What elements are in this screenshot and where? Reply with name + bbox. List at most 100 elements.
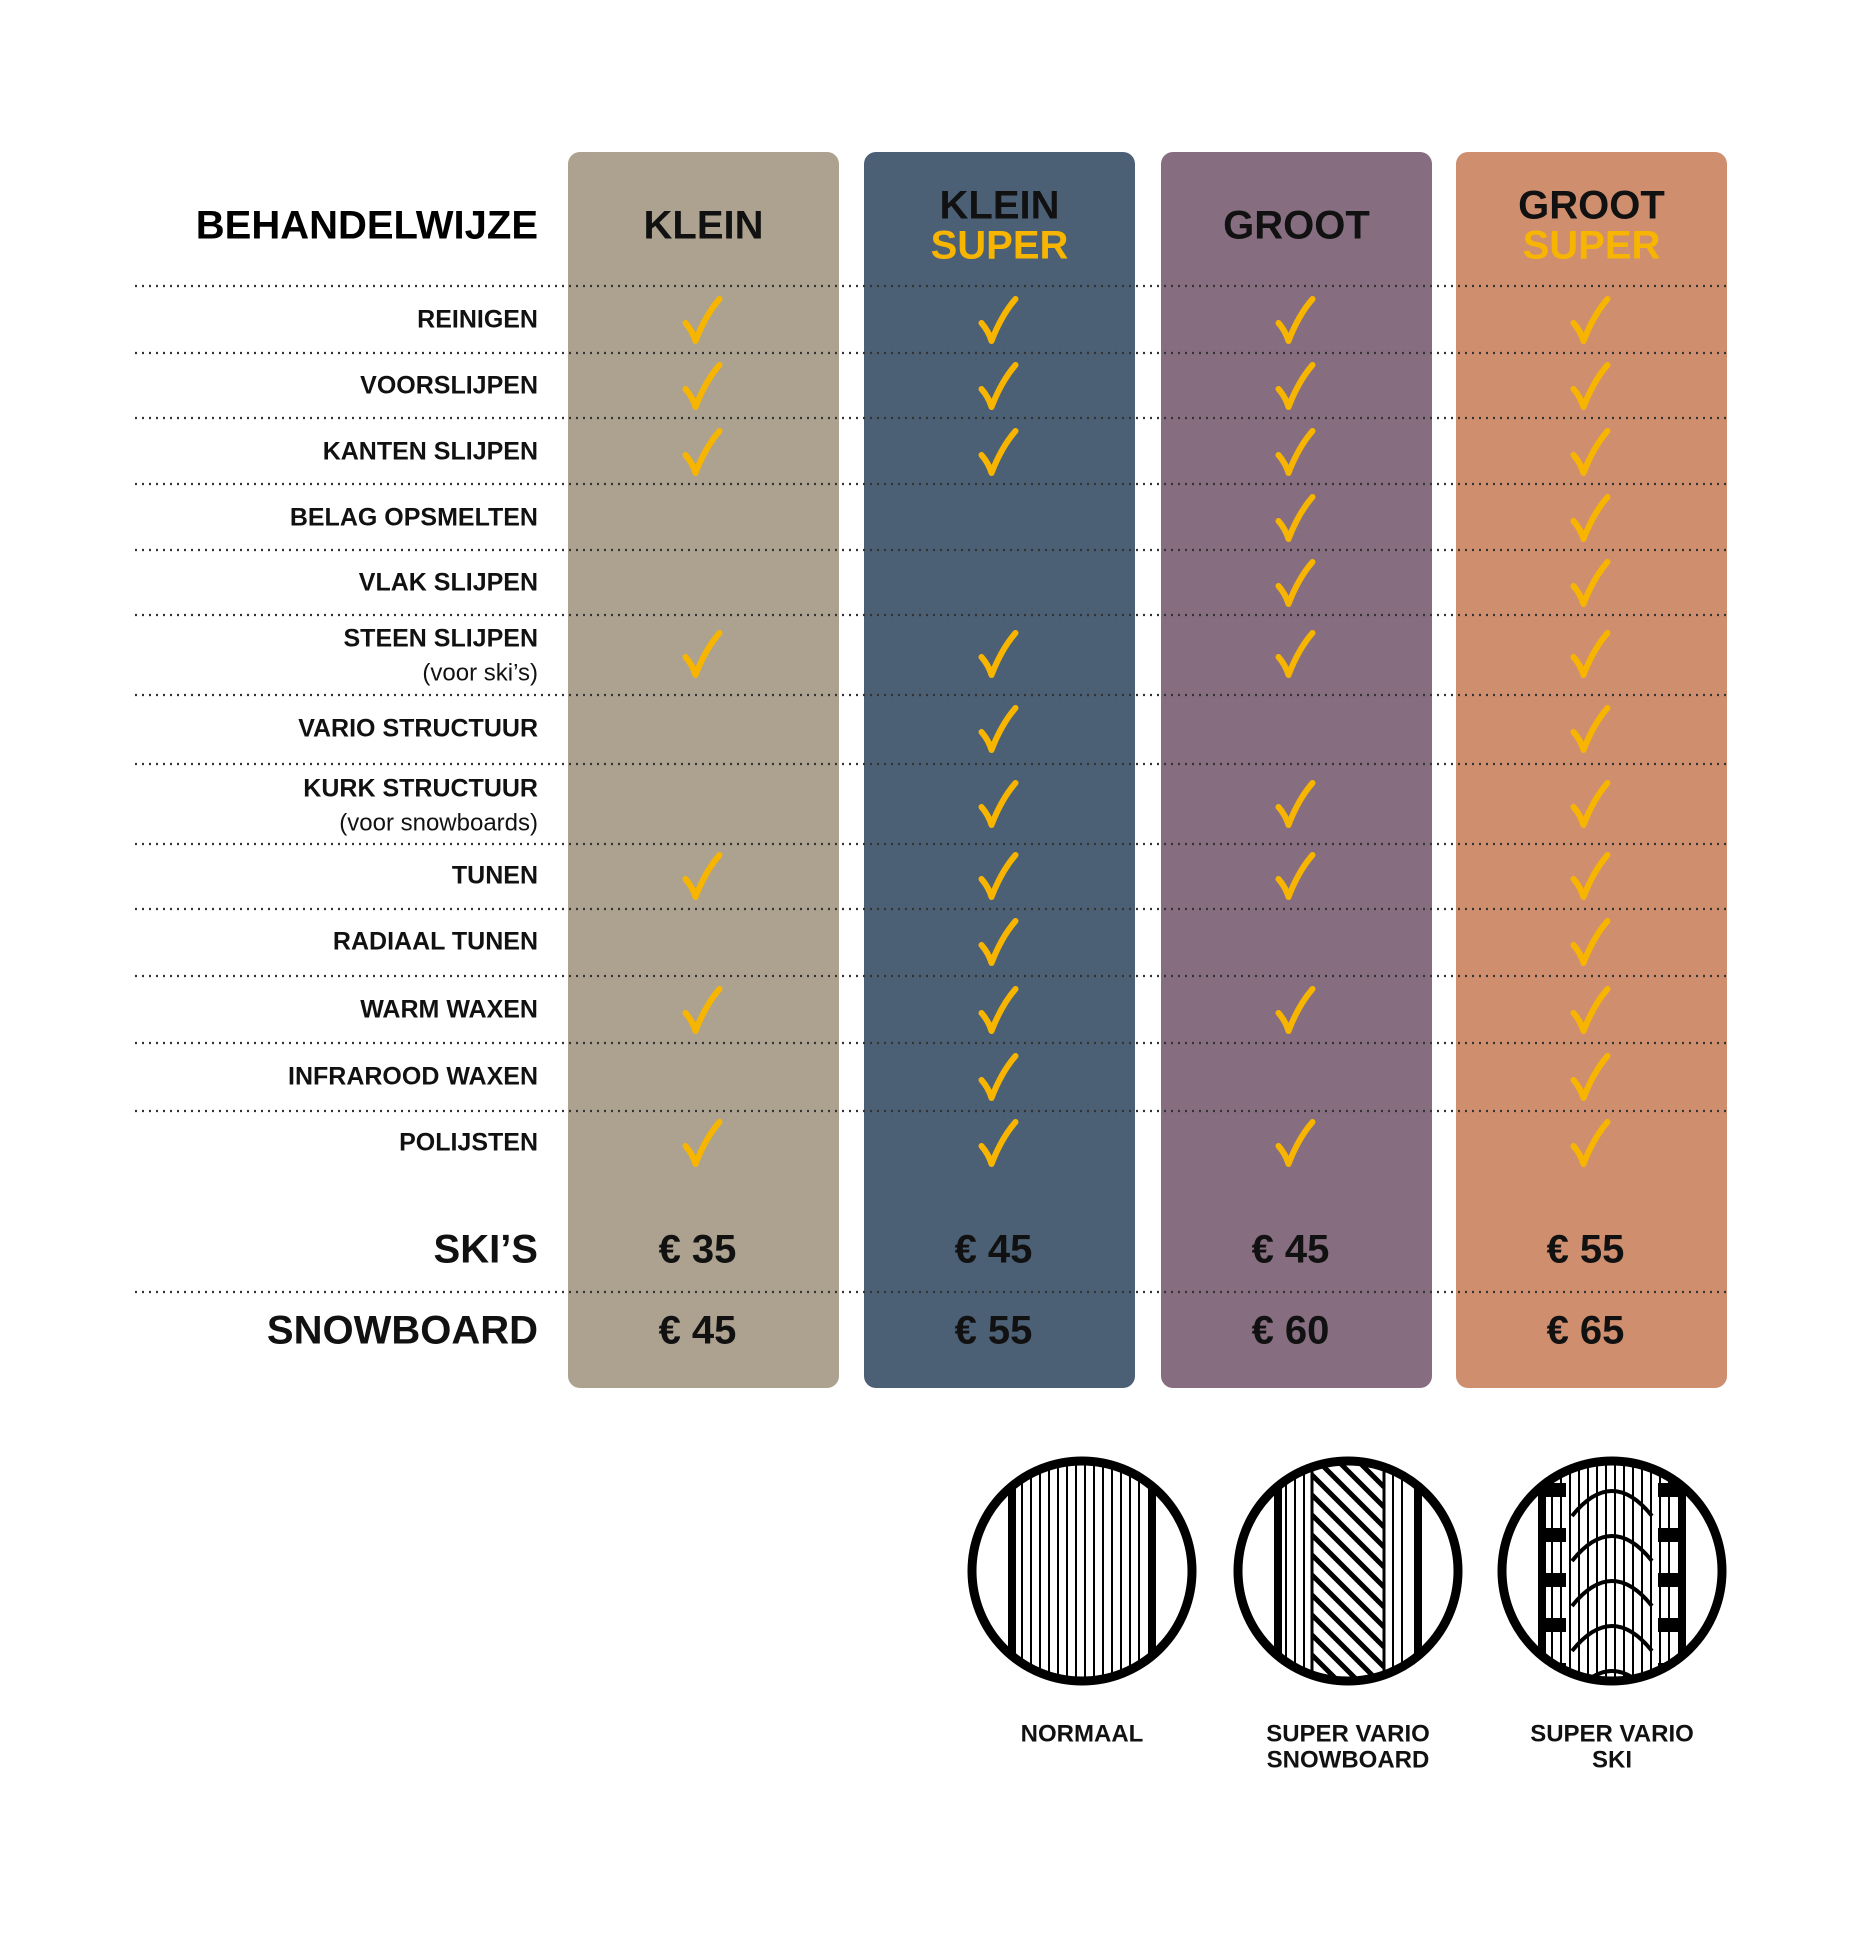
column-bg [568,152,839,1388]
column-name: GROOT [1223,204,1370,248]
check [1275,780,1316,828]
check [682,630,723,678]
structure-icon [967,1456,1197,1686]
row-label: KANTEN SLIJPEN [323,438,538,466]
check [1570,780,1611,828]
stripe [1310,1493,1386,1569]
stripe [1310,1573,1386,1649]
row-note: (voor snowboards) [339,809,538,836]
check [682,986,723,1034]
row-label: STEEN SLIJPEN [344,625,539,653]
row-label: POLIJSTEN [399,1129,538,1157]
check [978,362,1019,410]
check [978,630,1019,678]
ring [1233,1456,1463,1686]
check [1275,986,1316,1034]
column-bg [864,152,1135,1388]
check [1570,630,1611,678]
check [682,296,723,344]
arc [1570,1624,1654,1653]
check [1570,852,1611,900]
arc [1570,1534,1654,1563]
stripe [1310,1533,1386,1609]
column-sub: SUPER [1523,224,1661,268]
check [978,986,1019,1034]
check [1275,296,1316,344]
block [1540,1618,1566,1632]
check [978,1119,1019,1167]
row-label: VLAK SLIJPEN [359,569,538,597]
arc [1570,1489,1654,1518]
row-note: (voor ski’s) [422,659,538,686]
check [1570,1053,1611,1101]
structure-icon [1233,1456,1463,1686]
price: € 45 [955,1228,1033,1272]
check [1570,705,1611,753]
arc [1570,1579,1654,1608]
check [682,362,723,410]
price: € 45 [659,1309,737,1353]
check [978,852,1019,900]
check [978,918,1019,966]
check [1570,428,1611,476]
stripe [1310,1653,1386,1679]
arc [1570,1669,1654,1679]
legend-label: SUPER VARIO [1530,1720,1694,1747]
check [1275,362,1316,410]
check [1570,986,1611,1034]
row-label: WARM WAXEN [360,996,538,1024]
price: € 35 [659,1228,737,1272]
block [1658,1618,1684,1632]
stripe [1310,1463,1386,1509]
block [1540,1528,1566,1542]
check [978,428,1019,476]
pattern [1538,1463,1686,1679]
ring [967,1456,1197,1686]
stripe [1310,1463,1386,1489]
block [1658,1573,1684,1587]
header-title: BEHANDELWIJZE [196,204,538,248]
column-bg [1161,152,1432,1388]
row-label: BELAG OPSMELTEN [290,504,538,532]
check [682,428,723,476]
check [1570,494,1611,542]
block [1540,1573,1566,1587]
column-name: KLEIN [940,184,1060,228]
stripe [1310,1513,1386,1589]
check [1570,559,1611,607]
pattern [1008,1463,1156,1679]
row-label: VARIO STRUCTUUR [298,715,538,743]
stripe [1310,1553,1386,1629]
check [1570,362,1611,410]
stripe [1310,1633,1386,1679]
legend-label: SNOWBOARD [1267,1746,1430,1773]
column-name: KLEIN [644,204,764,248]
legend-label: SUPER VARIO [1266,1720,1430,1747]
check [978,1053,1019,1101]
column-name: GROOT [1518,184,1665,228]
row-label: TUNEN [452,862,538,890]
check [1275,1119,1316,1167]
ring [1497,1456,1727,1686]
stripe [1310,1593,1386,1669]
column-bg [1456,152,1727,1388]
check [978,780,1019,828]
price: € 65 [1547,1309,1625,1353]
structure-icon [1497,1456,1727,1686]
legend-label: SKI [1592,1746,1632,1773]
price: € 55 [1547,1228,1625,1272]
stripe [1310,1463,1386,1469]
check [1275,494,1316,542]
row-label: VOORSLIJPEN [360,372,538,400]
row-label: INFRAROOD WAXEN [288,1063,538,1091]
block [1658,1528,1684,1542]
pattern [1274,1463,1422,1679]
price-label: SKI’S [434,1228,538,1272]
row-label: RADIAAL TUNEN [333,928,538,956]
price-label: SNOWBOARD [267,1309,538,1353]
stripe [1310,1473,1386,1549]
check [978,296,1019,344]
column-sub: SUPER [931,224,1069,268]
check [1275,559,1316,607]
